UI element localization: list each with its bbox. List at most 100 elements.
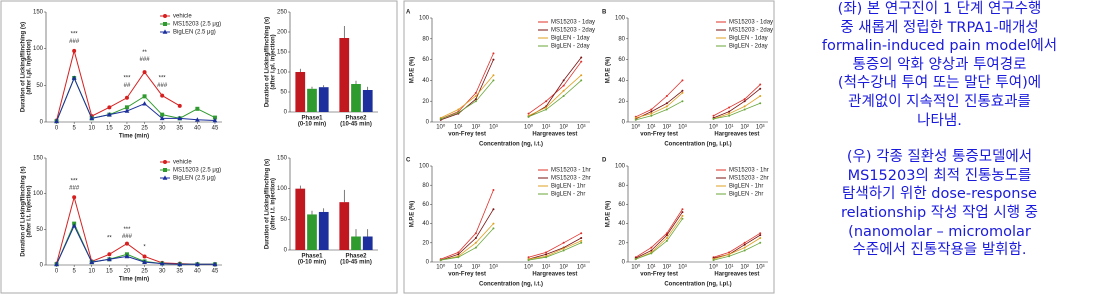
- marker: [580, 79, 583, 82]
- series-line: [56, 224, 215, 265]
- marker: [650, 249, 653, 252]
- marker: [545, 251, 548, 254]
- y-tick-label: 150: [33, 10, 44, 16]
- marker: [124, 253, 130, 259]
- marker: [492, 74, 495, 77]
- bar: [307, 214, 317, 250]
- x-tick-label: 25: [141, 269, 148, 275]
- annotation: ###: [69, 186, 80, 192]
- marker: [124, 108, 130, 113]
- annotation: **: [142, 50, 147, 56]
- marker: [457, 251, 460, 254]
- x-tick-label: 15: [106, 126, 113, 132]
- marker: [492, 222, 495, 225]
- legend-label: BigLEN - 2hr: [729, 192, 763, 198]
- marker: [743, 243, 746, 246]
- marker: [580, 241, 583, 244]
- y-tick-label: 20: [422, 99, 429, 105]
- x-tick-label: 10: [88, 269, 95, 275]
- marker: [106, 256, 112, 262]
- y-axis-label: Duration of Licking/flinching (s): [21, 166, 27, 256]
- x-tick-label: 10¹: [725, 125, 734, 131]
- y-tick-label: 100: [419, 16, 430, 22]
- legend-label: BigLEN - 2hr: [551, 192, 585, 198]
- x-tick-label: 15: [106, 269, 113, 275]
- caption-line: 탐색하기 위한 dose-response: [842, 186, 1037, 203]
- x-tick-label: 40: [194, 126, 201, 132]
- x-tick-label: 10²: [663, 125, 672, 131]
- caption: (좌) 본 연구진이 1 단계 연구수행 중 새롭게 정립한 TRPA1-매개성 f…: [776, 0, 1103, 260]
- bar: [295, 188, 306, 250]
- y-tick-label: 250: [277, 10, 288, 16]
- caption-line: formalin-induced pain model에서: [821, 38, 1058, 55]
- marker: [527, 256, 530, 259]
- marker: [107, 252, 112, 257]
- marker: [634, 118, 637, 121]
- marker: [728, 251, 731, 254]
- marker: [160, 93, 165, 98]
- marker: [545, 106, 548, 109]
- annotation: *: [143, 245, 146, 251]
- marker: [492, 79, 495, 82]
- x-tick-label: 10³: [678, 265, 687, 271]
- y-tick-label: 100: [277, 186, 288, 192]
- marker: [89, 115, 95, 121]
- annotation: ***: [71, 32, 79, 38]
- x-tick-sublabel: (10-45 min): [340, 122, 372, 128]
- y-tick-label: 60: [422, 202, 429, 208]
- legend-label: MS15203 - 2day: [729, 28, 773, 34]
- x-tick-label: 30: [159, 269, 166, 275]
- y-axis-label: Duration of Licking/flinching (s): [265, 159, 271, 249]
- left-panel-frame: [0, 0, 398, 294]
- legend-label: MS15203 - 2day: [551, 28, 595, 34]
- x-tick-label: 20: [124, 269, 131, 275]
- x-tick-label: 10⁰: [631, 264, 641, 271]
- y-tick-label: 0: [284, 110, 288, 116]
- marker: [527, 112, 530, 115]
- y-axis-label: (after i.t. injection): [27, 185, 33, 237]
- marker: [545, 256, 548, 259]
- legend-label: MS15203 (2.5 μg): [173, 22, 221, 28]
- y-axis-label: Duration of Licking/flinching (s): [21, 22, 27, 112]
- y-tick-label: 150: [277, 50, 288, 56]
- x-tick-label: 10⁰: [709, 264, 719, 271]
- marker: [71, 223, 77, 228]
- y-tick-label: 100: [33, 46, 44, 52]
- x-tick-label: 10²: [559, 125, 568, 131]
- x-tick-label: 10³: [756, 265, 765, 271]
- x-tick-label: 10³: [678, 125, 687, 131]
- marker: [681, 100, 684, 103]
- marker: [759, 102, 762, 105]
- annotation: ###: [69, 39, 80, 45]
- x-tick-label: 10²: [472, 265, 481, 271]
- y-tick-label: 40: [422, 78, 429, 84]
- marker: [759, 237, 762, 239]
- y-tick-label: 100: [277, 70, 288, 76]
- marker: [177, 103, 182, 108]
- marker: [124, 241, 129, 246]
- marker: [759, 83, 762, 86]
- panel-letter: B: [602, 10, 607, 16]
- marker: [743, 98, 746, 101]
- x-tick-label: 10⁰: [631, 124, 641, 131]
- legend-label: BigLEN - 1day: [729, 36, 768, 42]
- marker: [650, 112, 653, 115]
- x-tick-label: 10²: [559, 265, 568, 271]
- marker: [142, 94, 147, 99]
- caption-line: 나타냄.: [917, 112, 962, 129]
- y-tick-label: 100: [615, 164, 626, 170]
- marker: [650, 252, 653, 255]
- series-line: [440, 80, 582, 120]
- x-tick-label: 10³: [489, 265, 498, 271]
- marker: [107, 105, 112, 110]
- annotation: ###: [122, 234, 133, 240]
- x-axis-label: Concentration (ng, i.t.): [479, 282, 543, 288]
- marker: [142, 70, 147, 75]
- y-axis-label: (after i.pl. injection): [27, 39, 33, 94]
- x-tick-label: 45: [212, 126, 219, 132]
- x-tick-label: 10⁰: [436, 264, 446, 271]
- marker: [634, 116, 637, 119]
- annotation: ***: [71, 178, 79, 184]
- x-tick-label: 10¹: [647, 125, 656, 131]
- x-tick-label: 10²: [663, 265, 672, 271]
